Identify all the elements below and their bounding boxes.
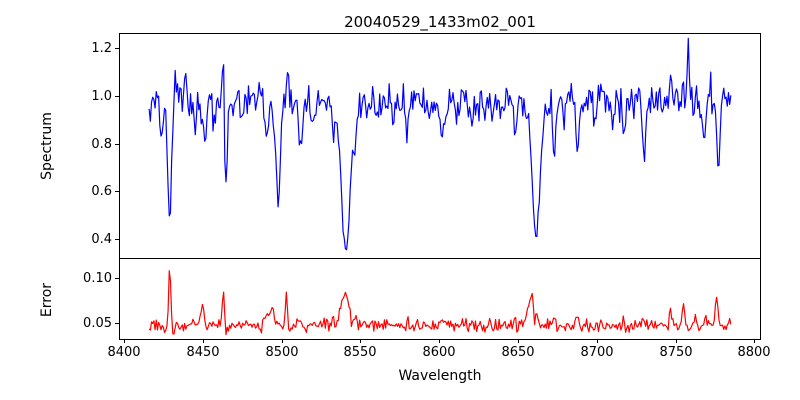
x-tick-label: 8550 [343, 345, 377, 360]
error-y-axis-label: Error [39, 282, 55, 318]
error-line-plot [148, 270, 732, 336]
error-line [148, 270, 732, 336]
x-tick-mark [676, 339, 677, 343]
x-tick-mark [203, 339, 204, 343]
x-tick-label: 8500 [265, 345, 299, 360]
x-tick-label: 8400 [107, 345, 141, 360]
x-axis-label: Wavelength [398, 368, 482, 384]
y-tick-mark [115, 48, 119, 49]
spectrum-line [148, 37, 732, 251]
error-panel [119, 259, 761, 340]
x-tick-label: 8650 [501, 345, 535, 360]
y-tick-mark [115, 191, 119, 192]
x-tick-label: 8800 [737, 345, 771, 360]
x-tick-mark [282, 339, 283, 343]
x-tick-mark [439, 339, 440, 343]
x-tick-mark [597, 339, 598, 343]
y-tick-label: 0.10 [83, 271, 112, 286]
y-tick-mark [115, 96, 119, 97]
y-tick-label: 0.05 [83, 316, 112, 331]
x-tick-label: 8750 [659, 345, 693, 360]
spectrum-line-plot [148, 37, 732, 251]
y-tick-mark [115, 278, 119, 279]
x-tick-label: 8600 [422, 345, 456, 360]
plot-title: 20040529_1433m02_001 [344, 13, 536, 31]
x-tick-label: 8450 [186, 345, 220, 360]
y-tick-label: 1.0 [91, 89, 112, 104]
x-tick-mark [124, 339, 125, 343]
x-tick-mark [754, 339, 755, 343]
x-tick-label: 8700 [580, 345, 614, 360]
y-tick-label: 0.4 [91, 232, 112, 247]
spectrum-y-axis-label: Spectrum [39, 112, 55, 180]
y-tick-mark [115, 144, 119, 145]
y-tick-mark [115, 323, 119, 324]
y-tick-mark [115, 239, 119, 240]
x-tick-mark [518, 339, 519, 343]
spectrum-panel [119, 33, 761, 259]
y-tick-label: 0.8 [91, 137, 112, 152]
x-tick-mark [360, 339, 361, 343]
y-tick-label: 0.6 [91, 184, 112, 199]
y-tick-label: 1.2 [91, 41, 112, 56]
